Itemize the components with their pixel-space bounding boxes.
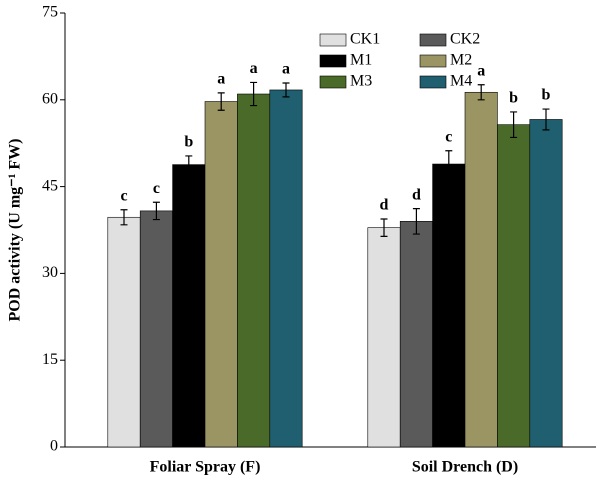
significance-label: a <box>217 71 225 88</box>
legend-label: M1 <box>350 52 372 69</box>
legend-swatch <box>419 33 447 47</box>
error-bar <box>542 108 550 131</box>
legend-label: CK2 <box>450 31 480 48</box>
y-tick-label: 60 <box>42 90 58 107</box>
y-axis-label: POD activity (U mg⁻¹ FW) <box>7 139 24 322</box>
significance-label: a <box>477 62 485 79</box>
y-tick-label: 30 <box>42 264 58 281</box>
bar <box>367 227 401 448</box>
bar <box>107 216 141 448</box>
legend-swatch <box>319 75 347 89</box>
legend-swatch <box>419 75 447 89</box>
error-bar <box>510 111 518 139</box>
legend-swatch <box>319 54 347 68</box>
error-bar <box>445 150 453 178</box>
legend-label: M3 <box>350 73 372 90</box>
error-bar <box>282 82 290 98</box>
legend-swatch <box>419 54 447 68</box>
y-tick-label: 0 <box>50 438 58 455</box>
bar <box>139 210 173 448</box>
bar <box>432 163 466 448</box>
significance-label: a <box>282 61 290 78</box>
significance-label: d <box>380 197 389 214</box>
legend-swatch <box>319 33 347 47</box>
significance-label: b <box>509 90 518 107</box>
legend-label: M2 <box>450 52 472 69</box>
significance-label: b <box>184 134 193 151</box>
y-tick-label: 45 <box>42 177 58 194</box>
bar <box>497 124 531 448</box>
error-bar <box>152 201 160 221</box>
significance-label: a <box>250 60 258 77</box>
y-tick-label: 75 <box>42 4 58 21</box>
bar <box>172 164 206 448</box>
y-tick-label: 15 <box>42 351 58 368</box>
legend-label: CK1 <box>350 31 380 48</box>
legend-label: M4 <box>450 73 472 90</box>
significance-label: c <box>120 187 127 204</box>
x-tick-label: Soil Drench (D) <box>412 459 518 476</box>
significance-label: c <box>445 128 452 145</box>
significance-label: d <box>412 186 421 203</box>
bar <box>204 101 238 448</box>
error-bar <box>185 155 193 174</box>
bar <box>237 93 271 448</box>
error-bar <box>412 207 420 235</box>
error-bar <box>217 92 225 111</box>
bar <box>529 119 563 448</box>
bar <box>464 91 498 448</box>
bar <box>399 221 433 448</box>
error-bar <box>380 218 388 237</box>
significance-label: c <box>153 180 160 197</box>
significance-label: b <box>542 87 551 104</box>
error-bar <box>120 209 128 226</box>
error-bar <box>477 84 485 101</box>
error-bar <box>250 81 258 107</box>
x-tick-label: Foliar Spray (F) <box>150 459 261 476</box>
bar <box>269 89 303 448</box>
